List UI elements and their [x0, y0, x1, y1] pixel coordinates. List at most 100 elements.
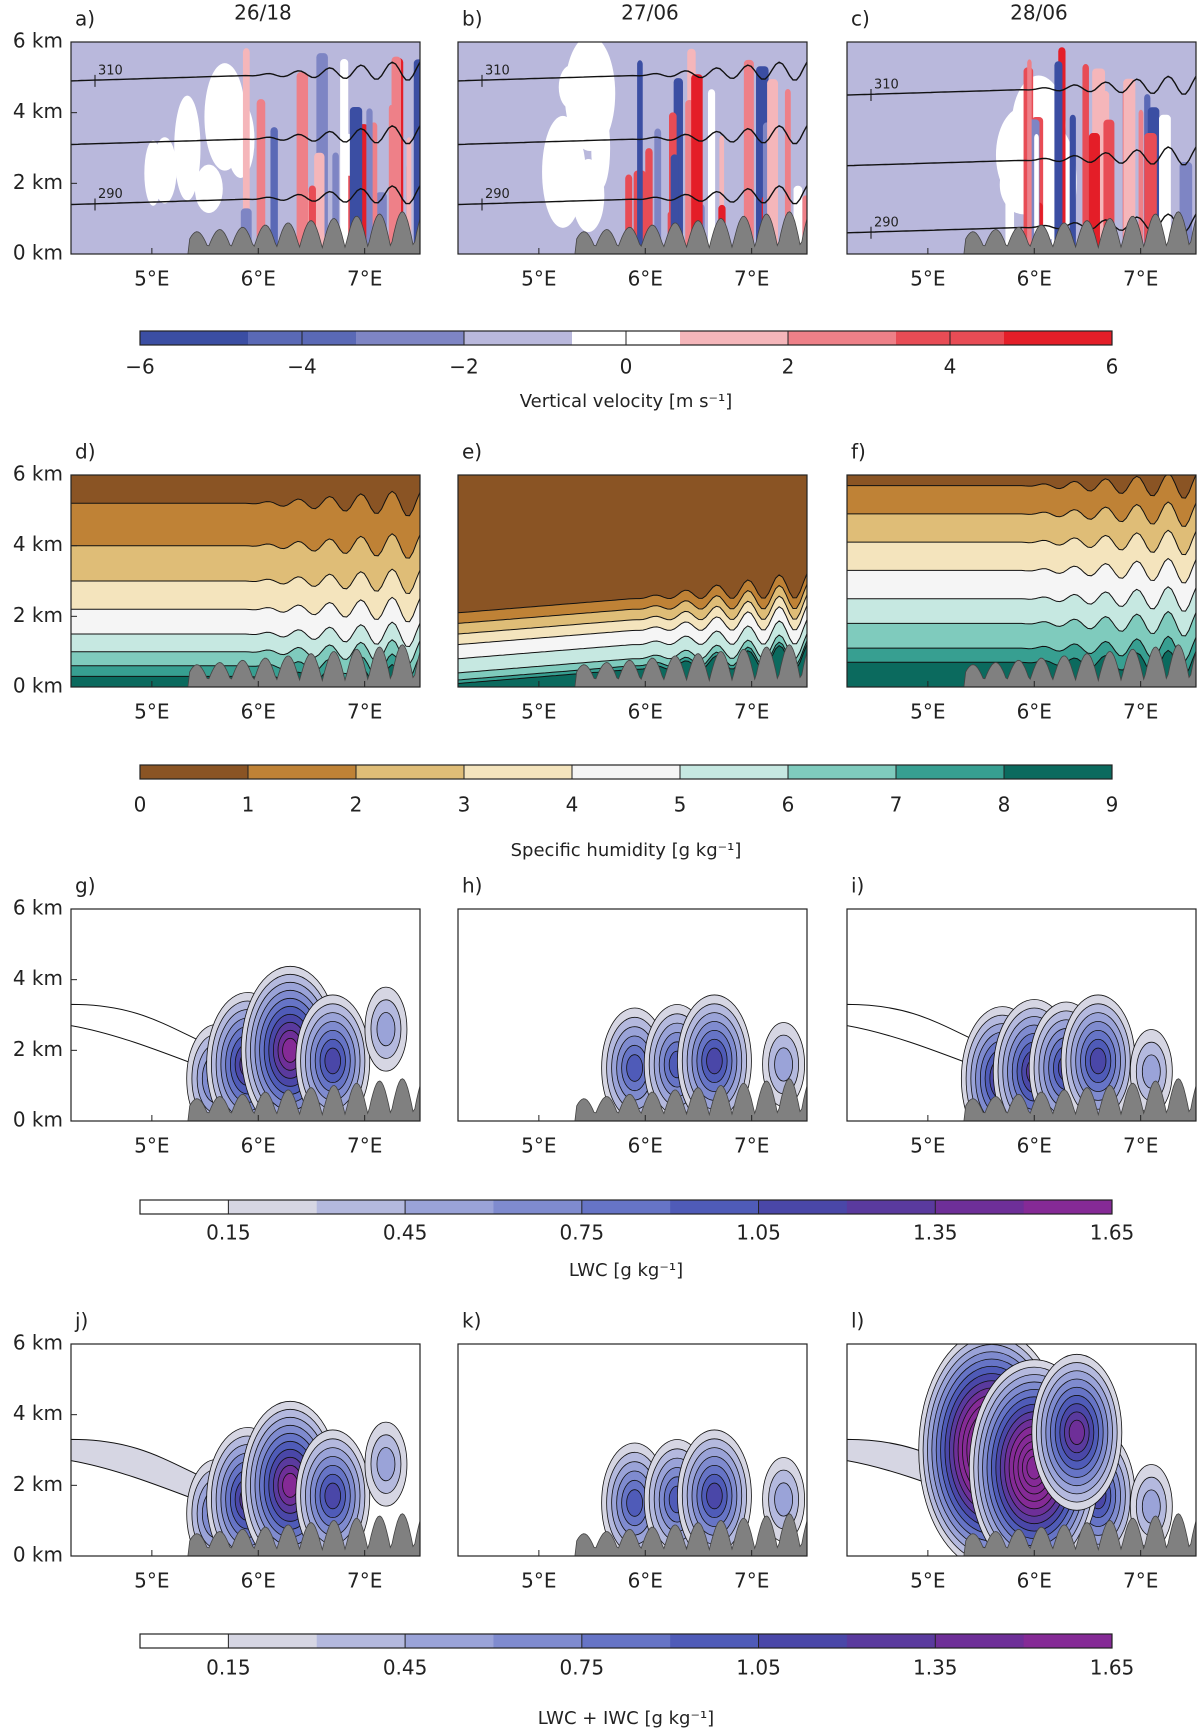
y-tick-label: 6 km — [13, 1331, 63, 1355]
colorbar-tick-label: 0 — [134, 793, 147, 817]
colorbar-segment — [758, 1634, 848, 1648]
field-patch — [144, 140, 162, 206]
colorbar-tick-label: 1.65 — [1090, 1221, 1135, 1245]
colorbar-tick-label: −4 — [287, 355, 316, 379]
colorbar-segment — [572, 765, 681, 779]
x-tick-label: 5°E — [521, 1134, 556, 1158]
colorbar-segment — [140, 1200, 229, 1214]
x-tick-label: 7°E — [1123, 700, 1158, 724]
x-tick-label: 6°E — [628, 267, 663, 291]
x-tick-label: 5°E — [134, 700, 169, 724]
panel-label: b) — [462, 7, 483, 31]
colorbar-segment — [846, 1200, 936, 1214]
cloud-blob — [706, 1482, 723, 1510]
field: 310 290 — [458, 42, 807, 254]
field — [458, 1429, 807, 1556]
colorbar-tick-label: 1.05 — [736, 1656, 781, 1680]
x-tick-label: 5°E — [521, 1569, 556, 1593]
frame — [70, 1343, 421, 1557]
x-tick-label: 7°E — [1123, 1134, 1158, 1158]
cloud-blob — [626, 1054, 644, 1082]
cloud-blob — [376, 1447, 396, 1482]
cloud-blob — [1068, 1419, 1085, 1445]
colorbar-tick-label: 4 — [566, 793, 579, 817]
field-patch — [564, 42, 616, 152]
cloud-blob — [774, 1047, 793, 1082]
panel-label: l) — [851, 1309, 864, 1333]
cloud-blob — [324, 1482, 342, 1510]
panel-label: e) — [462, 440, 482, 464]
isentrope-label: 310 — [485, 63, 510, 78]
isentrope-label: 290 — [485, 187, 510, 202]
colorbar-tick-label: 6 — [1106, 355, 1119, 379]
x-tick-label: 7°E — [734, 267, 769, 291]
y-tick-label: 4 km — [13, 532, 63, 556]
field-stripe — [349, 107, 363, 254]
x-tick-label: 6°E — [628, 1134, 663, 1158]
panel-title: 26/18 — [234, 1, 292, 25]
colorbar-segment — [228, 1200, 318, 1214]
terrain — [458, 1513, 807, 1556]
field-stripe — [1123, 78, 1136, 254]
x-tick-label: 7°E — [347, 700, 382, 724]
y-tick-label: 0 km — [13, 1543, 63, 1567]
frame — [70, 908, 421, 1122]
terrain — [847, 1078, 1196, 1121]
colorbar-title: Specific humidity [g kg⁻¹] — [511, 840, 742, 861]
isentrope — [847, 75, 1196, 96]
isentrope — [458, 185, 807, 206]
colorbar-tick-label: 0.45 — [383, 1221, 428, 1245]
field: 310 290 — [847, 42, 1196, 254]
y-tick-label: 0 km — [13, 241, 63, 265]
colorbar-segment — [1004, 765, 1113, 779]
terrain — [71, 211, 420, 254]
colorbar-segment — [1004, 331, 1113, 345]
colorbar-segment — [405, 1200, 494, 1214]
panel-title: 27/06 — [621, 1, 679, 25]
colorbar-tick-label: 0.75 — [560, 1656, 605, 1680]
isentrope-label: 310 — [98, 63, 123, 78]
x-tick-label: 5°E — [521, 267, 556, 291]
y-tick-label: 2 km — [13, 1472, 63, 1496]
x-tick-label: 7°E — [1123, 267, 1158, 291]
field-patch — [174, 95, 201, 201]
y-tick-label: 4 km — [13, 966, 63, 990]
x-tick-label: 5°E — [910, 1569, 945, 1593]
isentrope — [71, 61, 420, 82]
field-stripe — [340, 59, 349, 254]
field-stripe — [767, 79, 779, 254]
colorbar-tick-label: 2 — [350, 793, 363, 817]
field — [71, 1400, 420, 1556]
y-tick-label: 2 km — [13, 603, 63, 627]
y-tick-label: 2 km — [13, 1037, 63, 1061]
frame — [457, 41, 808, 255]
x-tick-label: 5°E — [134, 267, 169, 291]
isentrope-label: 290 — [874, 215, 899, 230]
colorbar-segment — [670, 1200, 760, 1214]
colorbar-tick-label: 0.45 — [383, 1656, 428, 1680]
x-tick-label: 7°E — [347, 1569, 382, 1593]
colorbar-segment — [788, 765, 897, 779]
colorbar-tick-label: 0.75 — [560, 1221, 605, 1245]
colorbar-title: LWC [g kg⁻¹] — [569, 1260, 683, 1281]
isentrope — [71, 185, 420, 206]
field-stripe — [691, 74, 703, 254]
x-tick-label: 7°E — [347, 1134, 382, 1158]
panel-label: a) — [75, 7, 95, 31]
isentrope — [847, 213, 1196, 234]
field-stripe — [242, 48, 250, 254]
frame — [457, 908, 808, 1122]
field — [458, 475, 807, 687]
field-stripe — [707, 89, 716, 254]
x-tick-label: 5°E — [910, 700, 945, 724]
colorbar-tick-label: 2 — [782, 355, 795, 379]
colorbar-segment — [581, 1634, 671, 1648]
y-tick-label: 0 km — [13, 1108, 63, 1132]
x-tick-label: 7°E — [347, 267, 382, 291]
y-tick-label: 4 km — [13, 99, 63, 123]
colorbar-segment — [140, 765, 249, 779]
colorbar-tick-label: 0 — [620, 355, 633, 379]
cloud-blob — [706, 1047, 723, 1075]
colorbar-segment — [935, 1634, 1025, 1648]
y-tick-label: 2 km — [13, 170, 63, 194]
